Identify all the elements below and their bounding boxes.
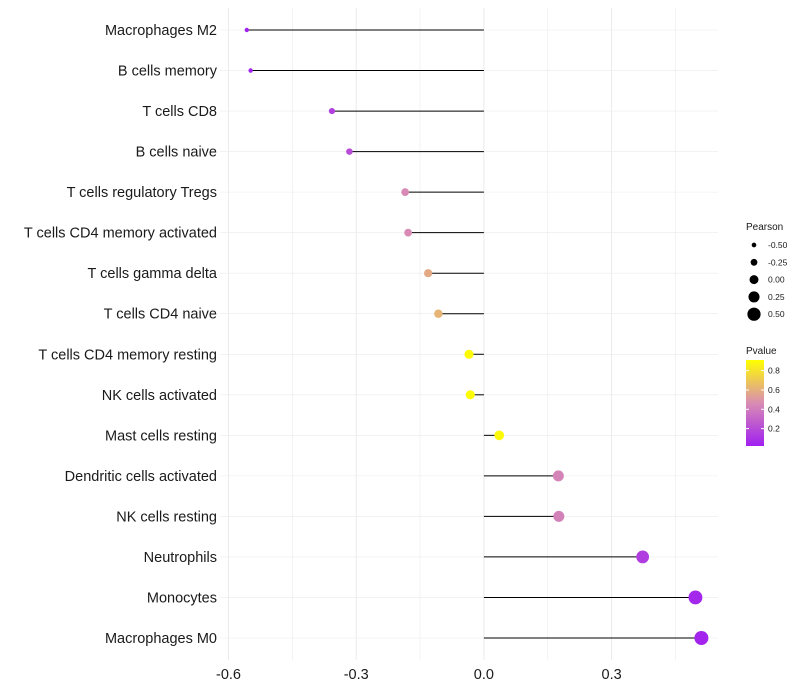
category-label: Neutrophils xyxy=(144,550,217,566)
size-legend-key xyxy=(750,258,758,266)
lollipop-point xyxy=(244,27,250,33)
category-label: Macrophages M0 xyxy=(105,631,217,647)
lollipop-point xyxy=(434,309,443,318)
lollipop-point xyxy=(553,510,565,522)
pvalue-color-legend: Pvalue 0.8 0.6 0.4 0.2 xyxy=(746,346,780,446)
category-label: T cells CD4 memory activated xyxy=(24,226,217,242)
category-label: T cells CD4 naive xyxy=(104,307,217,323)
x-tick-label: 0.3 xyxy=(602,667,622,683)
x-tick-label: -0.6 xyxy=(216,667,241,683)
lollipop-point xyxy=(694,631,709,645)
lollipop-point xyxy=(465,390,475,400)
category-label: B cells memory xyxy=(118,64,218,80)
lollipop-point xyxy=(328,107,336,115)
color-legend-title: Pvalue xyxy=(746,346,777,357)
size-legend-key xyxy=(749,275,759,285)
lollipop-point xyxy=(248,68,253,73)
x-axis-tick-labels: -0.6 -0.3 0.0 0.3 xyxy=(216,667,622,683)
category-label: Macrophages M2 xyxy=(105,23,217,39)
category-labels: Macrophages M2 B cells memory T cells CD8 B… xyxy=(24,23,218,647)
lollipop-point xyxy=(636,550,650,564)
lollipop-point xyxy=(404,228,413,237)
category-label: B cells naive xyxy=(136,145,217,161)
size-legend-label: -0.25 xyxy=(768,257,788,267)
category-label: NK cells resting xyxy=(116,509,217,525)
x-tick-label: 0.0 xyxy=(474,667,494,683)
size-legend-key xyxy=(748,291,760,303)
category-label: Mast cells resting xyxy=(105,428,217,444)
size-legend-key xyxy=(747,307,761,321)
lollipop-point xyxy=(424,269,433,278)
size-legend-label: -0.50 xyxy=(768,240,788,250)
lollipop-point xyxy=(346,148,353,155)
category-label: T cells CD4 memory resting xyxy=(38,347,217,363)
color-legend-label: 0.8 xyxy=(768,366,780,376)
category-label: T cells CD8 xyxy=(142,104,217,120)
category-label: NK cells activated xyxy=(102,388,217,404)
color-legend-label: 0.4 xyxy=(768,404,780,414)
pearson-size-legend: Pearson -0.50 -0.25 0.00 0.25 0.50 xyxy=(746,222,788,321)
lollipop-points xyxy=(244,27,709,645)
color-legend-label: 0.2 xyxy=(768,424,780,434)
color-legend-bar xyxy=(746,360,764,446)
size-legend-label: 0.50 xyxy=(768,309,785,319)
category-label: T cells gamma delta xyxy=(88,266,218,282)
lollipop-point xyxy=(688,590,703,605)
size-legend-title: Pearson xyxy=(746,222,783,233)
lollipop-point xyxy=(552,470,564,482)
size-legend-label: 0.25 xyxy=(768,292,785,302)
size-legend-key xyxy=(751,242,757,248)
category-label: Monocytes xyxy=(147,590,217,606)
lollipop-point xyxy=(494,430,505,441)
category-label: T cells regulatory Tregs xyxy=(67,185,217,201)
color-legend-label: 0.6 xyxy=(768,385,780,395)
size-legend-label: 0.00 xyxy=(768,275,785,285)
lollipop-point xyxy=(401,188,410,197)
category-label: Dendritic cells activated xyxy=(65,469,217,485)
x-tick-label: -0.3 xyxy=(344,667,369,683)
lollipop-point xyxy=(464,349,474,359)
